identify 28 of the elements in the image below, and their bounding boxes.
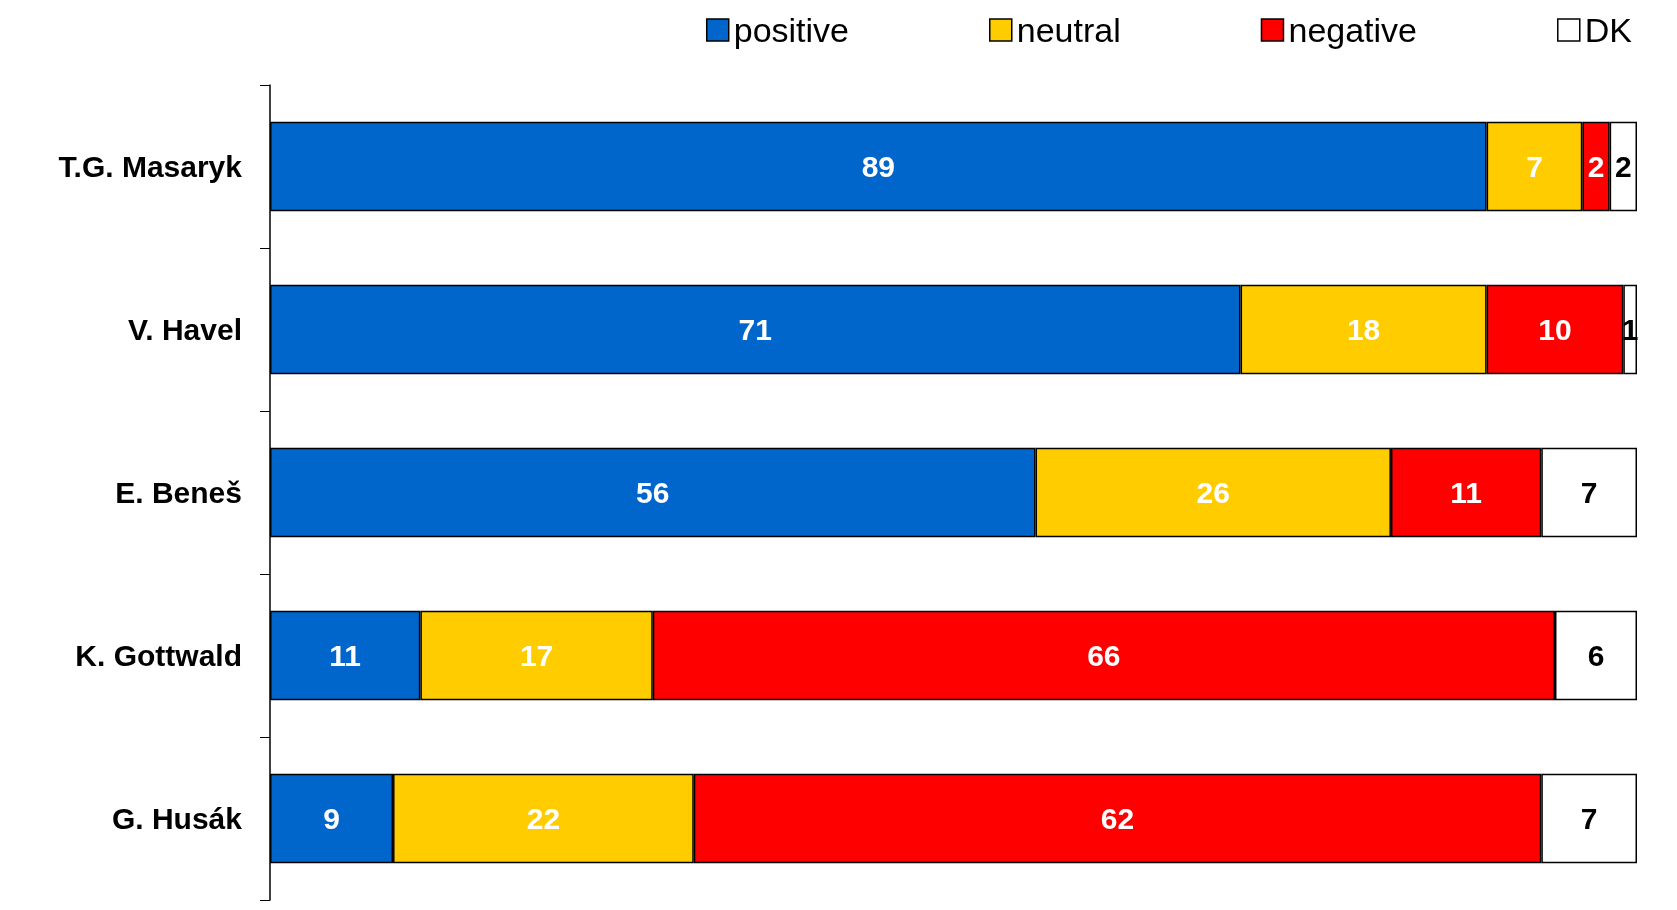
data-label: 11 (329, 639, 362, 672)
data-label: 7 (1526, 150, 1543, 183)
y-tick-label: E. Beneš (115, 476, 242, 509)
data-label: 9 (323, 802, 340, 835)
data-label: 2 (1587, 150, 1605, 183)
legend-label: positive (733, 11, 850, 49)
y-tick-label: K. Gottwald (75, 639, 242, 672)
data-label: 71 (738, 313, 772, 346)
legend-label: negative (1288, 11, 1418, 49)
legend-label: neutral (1016, 11, 1121, 49)
data-label: 17 (519, 639, 554, 672)
data-label: 62 (1100, 802, 1135, 835)
data-label: 18 (1346, 313, 1381, 346)
data-label: 2 (1614, 150, 1632, 183)
legend-label: DK (1584, 11, 1633, 49)
data-label: 56 (636, 476, 670, 509)
data-label: 22 (526, 802, 561, 835)
data-label: 7 (1580, 476, 1598, 509)
data-label: 10 (1538, 313, 1572, 346)
data-label: 26 (1196, 476, 1230, 509)
y-tick-label: V. Havel (128, 313, 242, 346)
data-label: 11 (1450, 476, 1482, 509)
data-label: 89 (861, 150, 895, 183)
data-label: 7 (1580, 802, 1598, 835)
y-tick-label: T.G. Masaryk (58, 150, 243, 183)
data-label: 6 (1587, 639, 1605, 672)
data-label: 66 (1087, 639, 1121, 672)
y-tick-label: G. Husák (111, 802, 243, 835)
